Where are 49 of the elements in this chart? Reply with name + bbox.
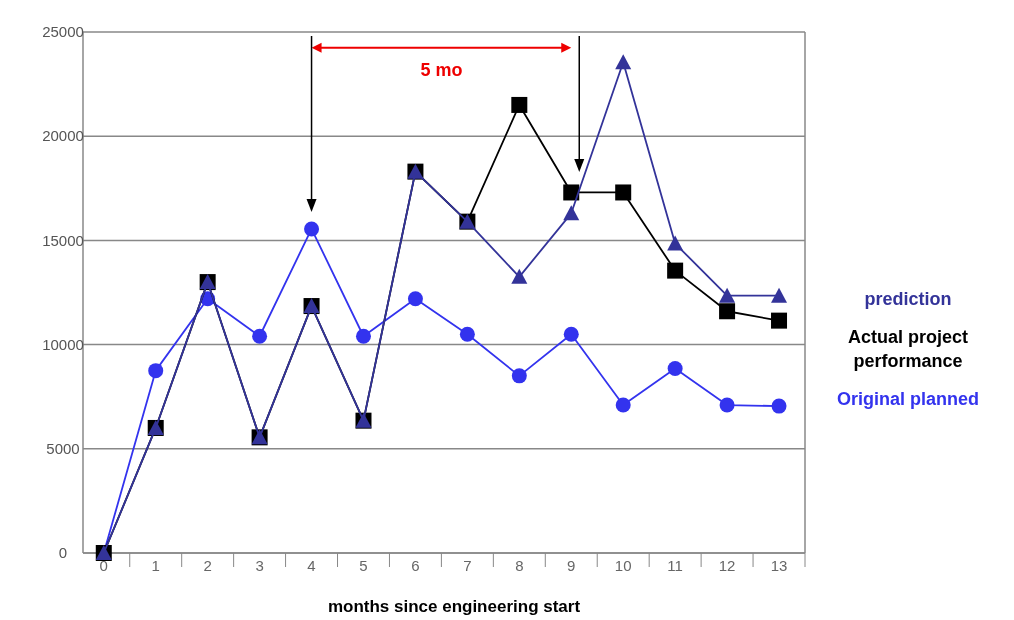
point [771, 287, 788, 303]
x-tick-label: 7 [463, 557, 472, 574]
point [563, 326, 579, 342]
point [719, 287, 736, 303]
y-tick-label: 5000 [46, 440, 80, 458]
y-tick-label: 10000 [42, 335, 84, 353]
point [615, 184, 632, 201]
x-tick-label: 12 [718, 557, 736, 574]
point [563, 184, 580, 201]
y-tick-label: 0 [58, 544, 68, 562]
x-tick-label: 0 [99, 557, 108, 574]
x-tick-label: 8 [515, 557, 524, 574]
x-tick-label: 10 [614, 557, 632, 574]
text: prediction [864, 289, 952, 309]
point [148, 363, 164, 379]
x-tick-label: 5 [359, 557, 368, 574]
point [667, 235, 684, 251]
text: Original planned [836, 389, 980, 409]
point [511, 268, 528, 284]
point [563, 205, 580, 221]
point [771, 312, 788, 329]
point [407, 291, 423, 307]
x-tick-label: 3 [255, 557, 264, 574]
point [355, 328, 371, 344]
x-tick-label: 9 [567, 557, 576, 574]
annotation: 5 mo [420, 59, 463, 80]
point [511, 96, 528, 113]
y-tick-label: 25000 [42, 23, 84, 41]
x-tick-label: 11 [667, 557, 683, 574]
point [771, 398, 787, 414]
point [719, 397, 735, 413]
point [615, 54, 632, 70]
text: Actual project performance [847, 327, 969, 371]
y-tick-label: 15000 [42, 231, 84, 249]
point [511, 368, 527, 384]
x-tick-label: 1 [151, 557, 160, 574]
point [252, 328, 268, 344]
point [667, 262, 684, 279]
x-tick-label: 13 [770, 557, 788, 574]
point [667, 361, 683, 377]
point [304, 221, 320, 237]
x-tick-label: 6 [411, 557, 420, 574]
point [459, 326, 475, 342]
point [719, 303, 736, 320]
point [615, 397, 631, 413]
x-axis-title: months since engineering start [327, 597, 581, 616]
y-tick-label: 20000 [42, 127, 84, 145]
x-tick-label: 4 [307, 557, 316, 574]
x-tick-label: 2 [203, 557, 212, 574]
